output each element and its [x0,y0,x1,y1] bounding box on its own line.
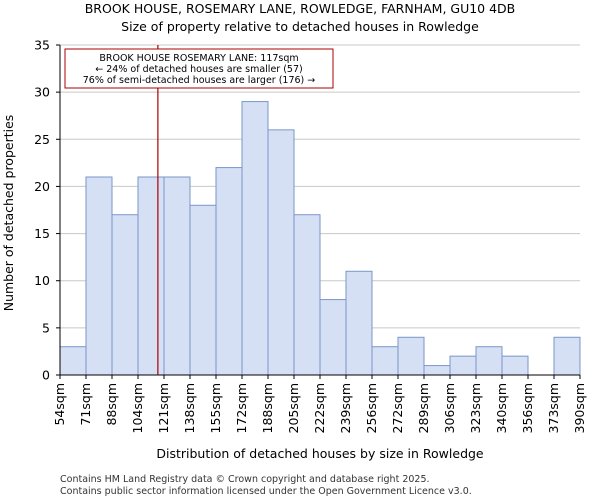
bars [59,101,581,376]
histogram-bar [111,214,139,376]
y-tick-label: 5 [42,320,50,335]
x-tick-label: 138sqm [182,383,197,433]
y-tick-label: 10 [34,273,50,288]
x-tick-label: 222sqm [312,383,327,433]
annotation-box: BROOK HOUSE ROSEMARY LANE: 117sqm ← 24% … [64,48,334,89]
histogram-bar [59,346,87,376]
histogram-bar [553,336,581,376]
histogram-bar [475,346,503,376]
x-tick-label: 340sqm [494,383,509,433]
x-tick-label: 306sqm [442,383,457,433]
x-tick-label: 54sqm [52,383,67,426]
histogram-bar [189,204,217,376]
x-tick-label: 172sqm [234,383,249,433]
histogram-bar [371,346,399,376]
x-tick-label: 71sqm [78,383,93,426]
x-tick-label: 373sqm [546,383,561,433]
x-tick-label: 155sqm [208,383,223,433]
x-tick-label: 323sqm [468,383,483,433]
histogram-bar [163,176,191,376]
footer-line-1: Contains HM Land Registry data © Crown c… [60,474,430,485]
annotation-line-2: ← 24% of detached houses are smaller (57… [95,64,302,75]
histogram-bar [267,129,295,376]
y-tick-label: 0 [42,368,50,383]
x-tick-label: 272sqm [390,383,405,433]
annotation-line-1: BROOK HOUSE ROSEMARY LANE: 117sqm [99,53,298,64]
x-axis-label: Distribution of detached houses by size … [156,446,484,461]
annotation-line-3: 76% of semi-detached houses are larger (… [83,75,316,86]
histogram-bar [397,336,425,376]
y-tick-label: 30 [34,85,50,100]
histogram-bar [293,214,321,376]
x-tick-label: 390sqm [572,383,587,433]
y-tick-label: 25 [34,132,50,147]
x-tick-label: 205sqm [286,383,301,433]
histogram-bar [345,270,373,376]
histogram-bar [85,176,113,376]
x-tick-label: 188sqm [260,383,275,433]
histogram-bar [423,365,451,376]
x-tick-label: 88sqm [104,383,119,426]
histogram-bar [449,355,477,376]
x-tick-label: 256sqm [364,383,379,433]
x-tick-label: 356sqm [520,383,535,433]
annotation-border [64,48,334,89]
x-tick-label: 104sqm [130,383,145,433]
y-axis-label: Number of detached properties [1,115,16,312]
x-tick-label: 239sqm [338,383,353,433]
histogram-bar [319,299,347,376]
histogram-bar [501,355,529,376]
chart-subtitle: Size of property relative to detached ho… [121,19,479,34]
footer-line-2: Contains public sector information licen… [60,486,472,497]
y-tick-labels: 0 5 10 15 20 25 30 35 [34,38,60,383]
x-tick-label: 289sqm [416,383,431,433]
chart-title: BROOK HOUSE, ROSEMARY LANE, ROWLEDGE, FA… [85,1,516,16]
y-tick-label: 20 [34,179,50,194]
y-tick-label: 35 [34,38,50,53]
histogram-bar [215,167,243,376]
histogram-bar [241,101,269,376]
x-tick-label: 121sqm [156,383,171,433]
y-tick-label: 15 [34,226,50,241]
x-tick-labels: 54sqm 71sqm 88sqm 104sqm 121sqm 138sqm 155sqm 1… [52,375,587,433]
histogram-bar [137,176,165,376]
